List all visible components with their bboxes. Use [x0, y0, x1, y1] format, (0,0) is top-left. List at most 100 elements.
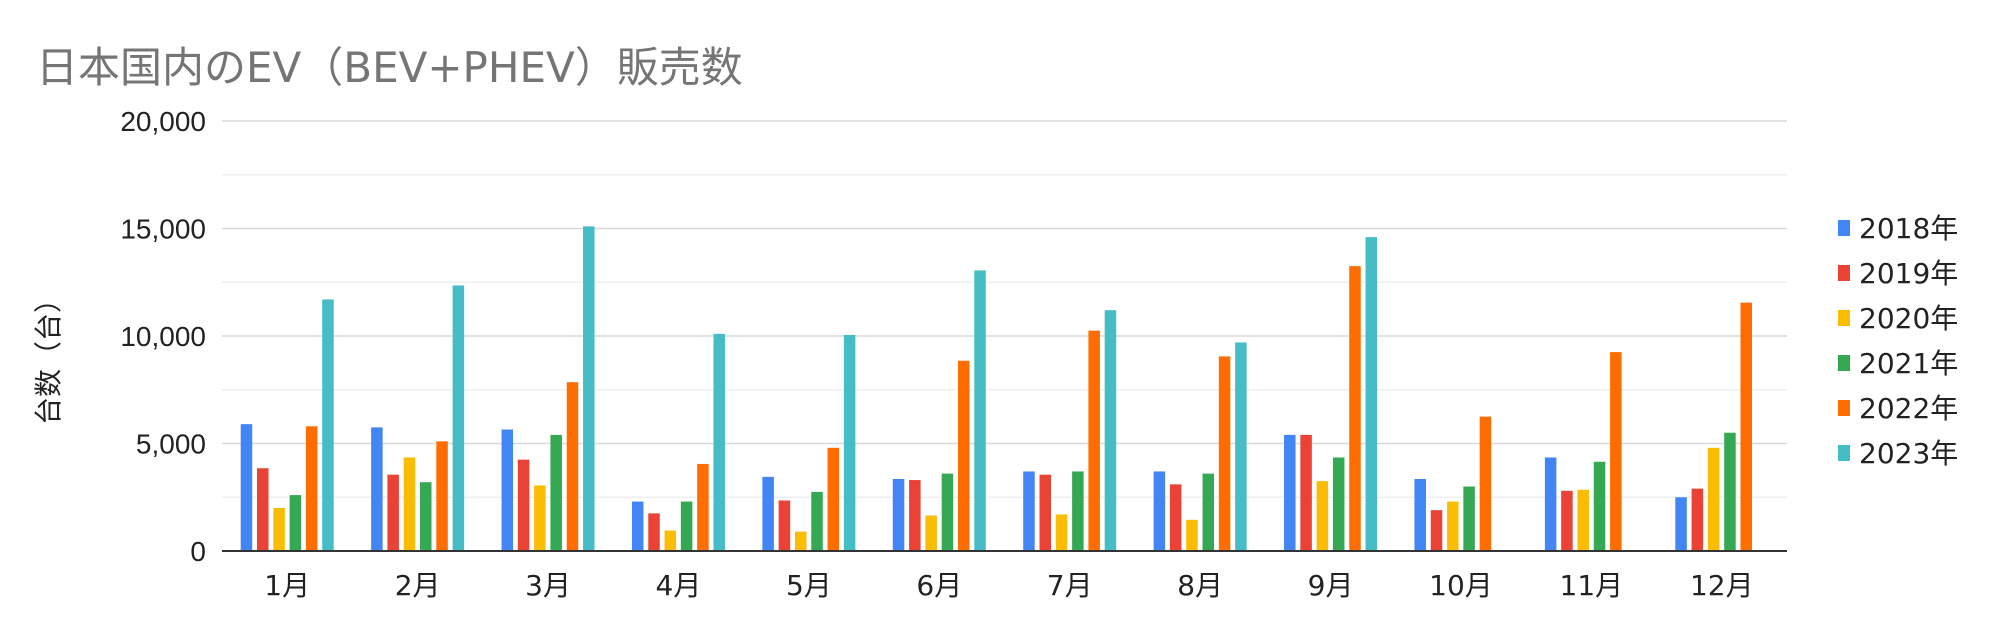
bar: [289, 495, 302, 551]
legend-swatch: [1838, 265, 1850, 281]
bar: [1349, 266, 1361, 552]
bar: [1316, 481, 1329, 552]
bar: [794, 531, 807, 551]
x-tick-label: 10月: [1429, 569, 1493, 602]
x-tick-label: 1月: [264, 569, 310, 602]
bar: [1724, 432, 1736, 551]
bar: [957, 360, 970, 551]
bar: [1039, 474, 1052, 551]
bar: [664, 530, 677, 551]
bar: [1202, 473, 1215, 551]
legend-label: 2023年: [1859, 437, 1958, 470]
bar: [1707, 447, 1720, 551]
bar: [1300, 434, 1312, 551]
bar: [1284, 434, 1296, 551]
bar: [1544, 457, 1557, 551]
bar: [925, 515, 937, 551]
bar: [452, 285, 465, 551]
bar: [1218, 356, 1231, 551]
bar: [1479, 416, 1492, 552]
bar: [843, 334, 856, 551]
x-tick-label: 8月: [1177, 569, 1223, 602]
y-tick-label: 20,000: [120, 106, 206, 137]
grid-lines: [222, 120, 1787, 498]
bar: [534, 485, 546, 551]
x-tick-label: 12月: [1690, 569, 1754, 602]
bar: [583, 226, 595, 551]
legend-swatch: [1838, 220, 1850, 236]
axes: 0 5,000 10,000 15,000 20,000 1月 2月 3月 4月 5月 6月 7月 8月…: [120, 106, 1787, 602]
bar: [1593, 461, 1606, 551]
bar: [1365, 237, 1378, 551]
legend-swatch: [1838, 355, 1850, 371]
legend-swatch: [1838, 310, 1850, 326]
bar: [1186, 519, 1198, 551]
y-tick-label: 15,000: [120, 214, 206, 245]
bars: [240, 226, 1752, 552]
legend-swatch: [1838, 400, 1850, 416]
bar: [322, 299, 334, 551]
bar: [1104, 310, 1117, 551]
bar: [1055, 514, 1068, 551]
bar: [713, 333, 725, 551]
bar: [1675, 497, 1687, 551]
x-tick-label: 11月: [1560, 569, 1624, 602]
chart-title: 日本国内のEV（BEV+PHEV）販売数: [36, 43, 743, 92]
legend-label: 2021年: [1859, 347, 1958, 380]
x-tick-label: 2月: [395, 569, 441, 602]
bar: [811, 491, 823, 552]
bar: [501, 429, 514, 551]
bar: [909, 480, 921, 551]
bar: [1740, 302, 1752, 551]
x-tick-label: 5月: [786, 569, 832, 602]
bar: [1332, 457, 1345, 551]
y-tick-label: 10,000: [120, 321, 206, 352]
bar: [827, 447, 840, 551]
bar: [1072, 471, 1084, 551]
bar: [892, 478, 905, 551]
bar: [1414, 478, 1426, 551]
bar: [1561, 490, 1573, 551]
bar: [550, 434, 562, 551]
x-tick-label: 9月: [1308, 569, 1354, 602]
bar: [941, 473, 954, 551]
bar: [1447, 501, 1459, 551]
legend-label: 2018年: [1859, 212, 1958, 245]
bar: [436, 441, 448, 551]
x-tick-label: 3月: [525, 569, 571, 602]
bar: [697, 463, 709, 551]
bar: [631, 501, 644, 551]
bar: [1023, 471, 1035, 551]
legend: 2018年 2019年 2020年 2021年 2022年 2023年: [1838, 212, 1958, 470]
bar: [305, 426, 318, 551]
y-tick-label: 5,000: [136, 429, 206, 460]
bar: [1577, 489, 1589, 551]
bar: [1610, 352, 1622, 552]
bar: [240, 424, 253, 551]
bar: [387, 474, 399, 551]
bar: [273, 508, 285, 551]
x-tick-label: 4月: [656, 569, 702, 602]
bar: [371, 427, 383, 552]
y-tick-label: 0: [190, 536, 206, 567]
bar: [1430, 510, 1443, 551]
bar: [778, 500, 791, 551]
bar: [974, 270, 986, 551]
legend-swatch: [1838, 445, 1850, 461]
bar: [566, 382, 579, 551]
legend-label: 2020年: [1859, 302, 1958, 335]
bar: [420, 482, 432, 551]
bar: [680, 501, 693, 551]
bar: [648, 513, 660, 552]
bar: [257, 468, 269, 551]
bar: [762, 476, 774, 551]
bar: [1691, 488, 1704, 551]
bar: [403, 457, 416, 551]
bar: [1169, 484, 1182, 551]
bar: [1153, 471, 1166, 551]
bar: [1235, 342, 1247, 551]
y-axis-label: 台数（台）: [32, 285, 65, 425]
bar: [517, 459, 530, 552]
legend-label: 2019年: [1859, 257, 1958, 290]
